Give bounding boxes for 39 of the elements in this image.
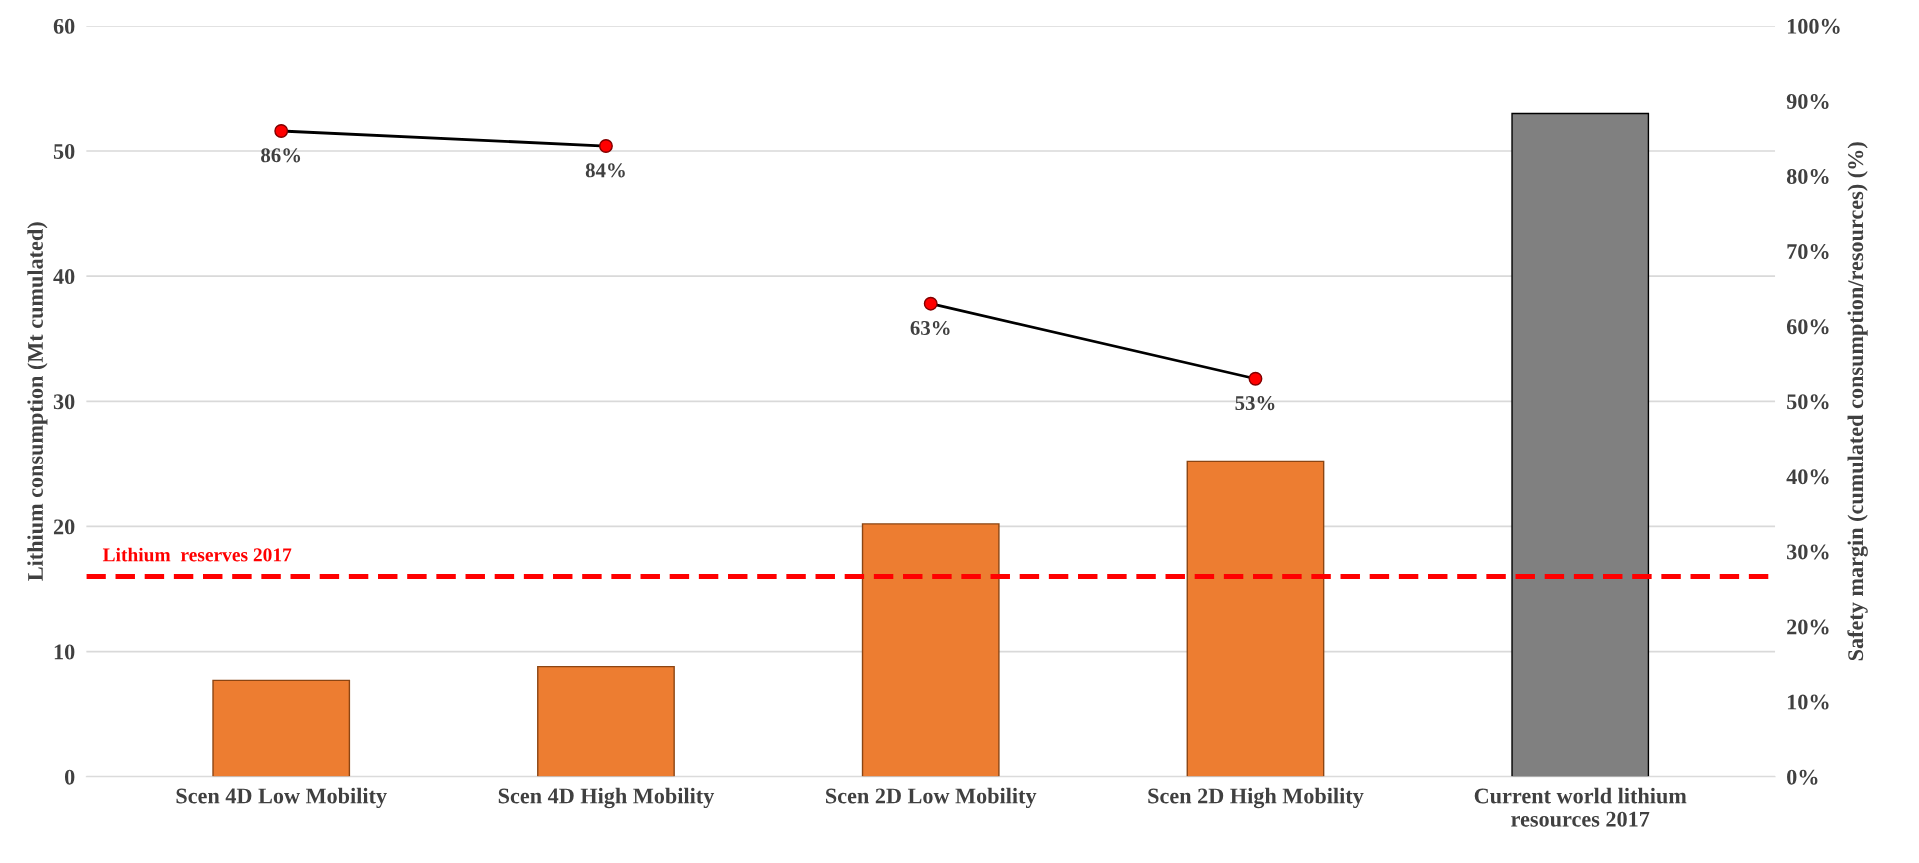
y2-tick-label: 0%: [1787, 769, 1818, 785]
x-tick-label: Current world lithium resources 2017: [1474, 787, 1687, 827]
y-axis-title: Lithium consumption (Mt cumulated): [27, 222, 48, 581]
point: [923, 296, 938, 311]
point: [599, 139, 613, 153]
x-tick-label: Scen 2D Low Mobility: [826, 787, 1037, 809]
y-tick-label: 30: [53, 394, 75, 410]
y-tick-label: 50: [53, 143, 75, 159]
y-tick-label: 10: [54, 644, 75, 660]
y2-tick-label: 30%: [1787, 544, 1829, 560]
y2-tick-label: 20%: [1787, 619, 1829, 635]
y-tick-label: 0: [64, 769, 75, 785]
bar: [1511, 112, 1650, 777]
x-tick-label: Scen 4D High Mobility: [498, 787, 715, 809]
x-tick-label: Scen 4D Low Mobility: [176, 787, 387, 809]
y-tick-label: 20: [53, 519, 75, 535]
y2-tick-label: 80%: [1786, 168, 1829, 185]
y2-tick-label: 70%: [1787, 244, 1829, 260]
bar: [212, 679, 351, 777]
bar: [861, 523, 1000, 777]
y2-tick-label: 90%: [1786, 93, 1829, 109]
bar: [537, 665, 675, 777]
y2-tick-label: 40%: [1786, 469, 1829, 485]
data-label: 84%: [585, 163, 625, 178]
y2-tick-label: 50%: [1787, 394, 1829, 410]
point: [274, 124, 289, 138]
y2-tick-label: 60%: [1786, 319, 1829, 335]
data-label: 63%: [910, 320, 950, 336]
y2-tick-label: 100%: [1787, 18, 1840, 34]
y-tick-label: 60: [53, 18, 75, 34]
y2-axis-title: Safety margin (cumulated consumption/resources) (%): [1847, 142, 1868, 661]
x-tick-label: Scen 2D High Mobility: [1148, 787, 1364, 809]
data-label: 53%: [1235, 396, 1275, 411]
data-label: 86%: [261, 148, 301, 163]
y-tick-label: 40: [53, 269, 75, 285]
bar: [1186, 460, 1325, 777]
y2-tick-label: 10%: [1787, 694, 1829, 710]
ref-line-label: Lithium reserves 2017: [102, 547, 292, 562]
point: [1248, 371, 1263, 386]
